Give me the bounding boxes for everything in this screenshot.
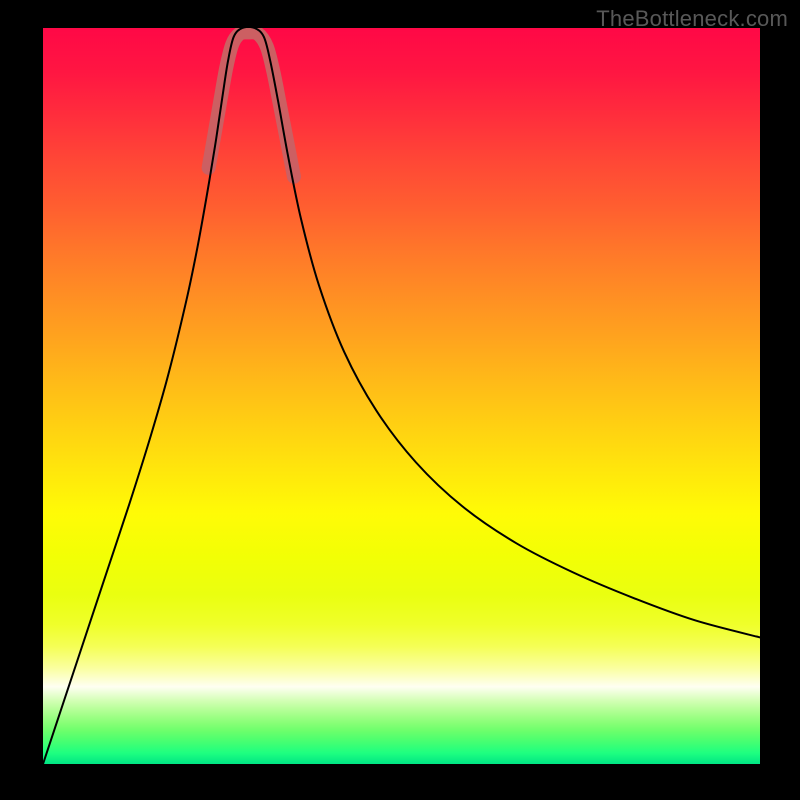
gradient-background xyxy=(43,28,760,764)
plot-svg xyxy=(43,28,760,764)
plot-area xyxy=(43,28,760,764)
page-container: TheBottleneck.com xyxy=(0,0,800,800)
plot-outer-frame xyxy=(0,0,800,800)
watermark-text: TheBottleneck.com xyxy=(596,6,788,32)
